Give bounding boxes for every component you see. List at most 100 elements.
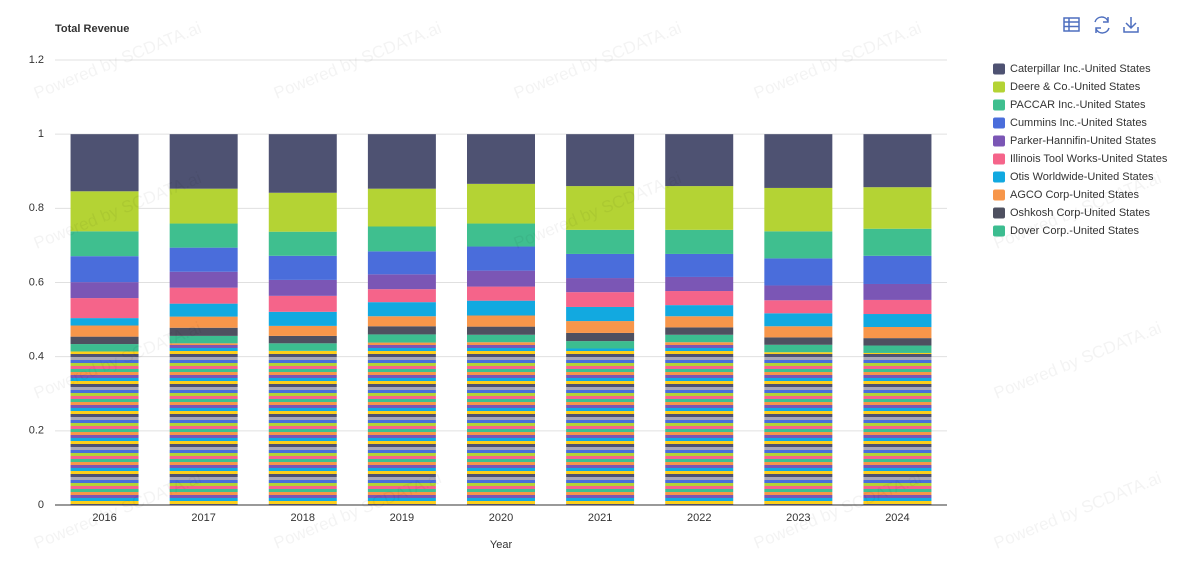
bar-segment [566,134,635,187]
bar-segment [70,134,139,192]
bar-segment [70,231,139,257]
watermark: Powered by SCDATA.ai [751,18,924,103]
bar-segment [665,134,734,187]
bar-segment [467,326,535,335]
bar-segment [764,344,833,353]
bar-segment [169,316,238,328]
table-icon[interactable] [1063,17,1080,32]
y-tick-label: 1.2 [29,54,44,66]
bar-segment [665,327,734,335]
toolbar [1063,16,1139,34]
y-tick-label: 0.2 [29,425,44,437]
x-tick-label: 2017 [191,512,215,524]
legend-swatch [993,189,1005,201]
legend-swatch [993,117,1005,129]
legend-swatch [993,81,1005,93]
legend-label: Cummins Inc.-United States [1010,117,1147,129]
bar-segment [169,343,238,505]
bar-segment [764,300,833,314]
watermark: Powered by SCDATA.ai [991,318,1164,403]
bar-segment [367,326,436,335]
bar-segment [367,274,436,290]
bar-segment [863,255,932,284]
bar-segment [665,305,734,317]
bar-segment [268,311,337,326]
bar-segment [268,343,337,351]
bar-segment [566,321,635,333]
bar-segment [70,344,139,352]
bar-segment [467,134,535,184]
y-tick-label: 0 [38,499,44,511]
y-tick-label: 0.4 [29,351,44,363]
bar-segment [169,247,238,272]
watermark: Powered by SCDATA.ai [991,468,1164,553]
bar-segment [467,300,535,316]
legend-swatch [993,153,1005,165]
bar-segment [367,342,436,505]
legend-label: Illinois Tool Works-United States [1010,153,1168,165]
chart-title: Total Revenue [55,23,129,35]
bar-segment [665,276,734,292]
legend-label: Parker-Hannifin-United States [1010,135,1157,147]
bar-segment [467,315,535,327]
bar-segment [367,289,436,303]
bar-segment [566,186,635,230]
bar-segment [268,350,337,505]
legend-label: Caterpillar Inc.-United States [1010,63,1151,75]
x-tick-label: 2022 [687,512,711,524]
bar-segment [70,351,139,505]
legend-label: Deere & Co.-United States [1010,81,1141,93]
legend-swatch [993,99,1005,111]
bar-segment [665,186,734,230]
legend-label: PACCAR Inc.-United States [1010,99,1146,111]
bar-segment [467,342,535,505]
bar-segment [863,345,932,353]
bar-segment [566,332,635,342]
bar-segment [764,231,833,259]
bar-segment [863,338,932,346]
bar-segment [863,352,932,505]
legend-swatch [993,225,1005,237]
bar-segment [70,191,139,232]
legend-label: Otis Worldwide-United States [1010,171,1154,183]
bar-segment [566,341,635,349]
bar-segment [169,327,238,336]
watermark: Powered by SCDATA.ai [271,18,444,103]
x-axis-title: Year [490,539,513,551]
bar-segment [863,327,932,339]
bar-segment [467,334,535,343]
bar-segment [70,325,139,337]
download-icon[interactable] [1123,17,1139,33]
bar-segment [764,285,833,301]
bar-segment [268,255,337,280]
bar-segment [268,231,337,256]
bar-segment [169,271,238,288]
refresh-icon[interactable] [1094,16,1110,34]
bar-segment [764,313,833,327]
bar-segment [764,258,833,286]
bar-segment [665,334,734,343]
bar-segment [863,314,932,327]
bar-segment [764,352,833,505]
legend-swatch [993,207,1005,219]
bar-segment [367,134,436,189]
bar-segment [566,278,635,293]
x-tick-label: 2019 [390,512,414,524]
bar-segment [665,253,734,277]
legend-swatch [993,171,1005,183]
watermark: Powered by SCDATA.ai [511,18,684,103]
bar-segment [367,251,436,275]
bar-segment [665,229,734,254]
bar-segment [367,302,436,317]
bar-segment [169,223,238,248]
bar-segment [268,134,337,193]
x-tick-label: 2023 [786,512,810,524]
x-tick-label: 2020 [489,512,513,524]
x-tick-label: 2016 [92,512,116,524]
bar-segment [70,336,139,345]
bar-segment [665,316,734,328]
bar-segment [566,306,635,322]
bar-segment [863,299,932,315]
bar-segment [764,134,833,188]
bar-segment [863,187,932,229]
